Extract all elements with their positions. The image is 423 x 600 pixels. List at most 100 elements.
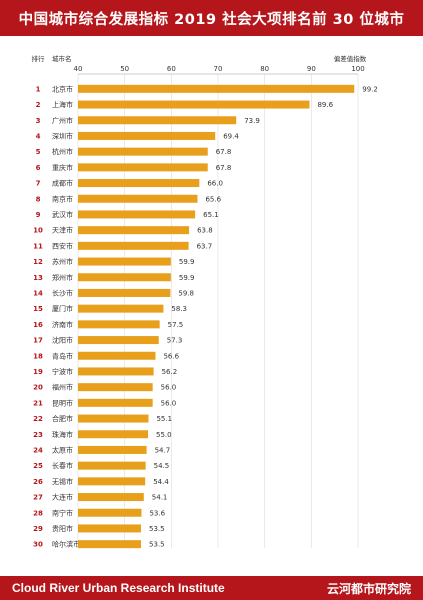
city-label: 杭州市 [52, 147, 73, 156]
x-tick-label: 60 [167, 65, 176, 73]
rank-label: 28 [33, 509, 43, 517]
city-label: 西安市 [52, 241, 73, 250]
rank-header: 排行 [32, 54, 46, 63]
x-tick-label: 100 [351, 65, 364, 73]
city-label: 深圳市 [52, 131, 73, 140]
city-label: 郑州市 [52, 273, 73, 282]
bar [78, 131, 216, 140]
bar [78, 320, 160, 329]
value-label: 65.6 [205, 195, 221, 203]
bar-chart: 40 50 60 70 80 90 100 排行 城市名 偏差值指数 1 北京市 99.2 2 上海市 89.… [32, 54, 378, 549]
value-label: 54.7 [155, 446, 171, 454]
city-label: 南京市 [52, 194, 73, 203]
value-label: 56.2 [162, 368, 178, 376]
value-label: 53.6 [149, 509, 165, 517]
rank-label: 7 [36, 180, 41, 188]
bar [78, 367, 154, 376]
rank-label: 8 [36, 195, 41, 203]
bar [78, 493, 144, 502]
rank-label: 6 [36, 164, 41, 172]
rank-label: 11 [33, 242, 43, 250]
city-label: 青岛市 [52, 351, 73, 360]
chart-title-bar: 中国城市综合发展指标 2019 社会大项排名前 30 位城市 [0, 0, 423, 36]
rank-label: 21 [33, 399, 43, 407]
city-label: 重庆市 [52, 163, 73, 172]
rank-label: 2 [36, 101, 41, 109]
city-label: 武汉市 [52, 210, 73, 219]
value-label: 54.1 [152, 494, 168, 502]
bar [78, 383, 153, 392]
value-label: 56.0 [161, 399, 177, 407]
x-tick-label: 40 [74, 65, 83, 73]
value-label: 73.9 [244, 117, 260, 125]
bar [78, 508, 142, 517]
value-label: 53.5 [149, 541, 165, 549]
bar [78, 84, 355, 93]
city-label: 哈尔滨市 [52, 540, 80, 549]
value-label: 65.1 [203, 211, 219, 219]
value-header: 偏差值指数 [334, 54, 367, 63]
bar [78, 430, 148, 439]
rank-label: 12 [33, 258, 43, 266]
value-label: 57.3 [167, 337, 183, 345]
rank-label: 18 [33, 352, 43, 360]
city-label: 无锡市 [52, 477, 73, 486]
rank-label: 29 [33, 525, 43, 533]
x-tick-label: 50 [120, 65, 129, 73]
bar [78, 194, 198, 203]
city-label: 天津市 [52, 226, 73, 235]
rank-label: 30 [33, 541, 43, 549]
city-label: 北京市 [52, 84, 73, 93]
city-label: 南宁市 [52, 508, 73, 517]
bar [78, 241, 189, 250]
footer-org-english: Cloud River Urban Research Institute [12, 581, 225, 595]
city-label: 宁波市 [52, 367, 73, 376]
city-label: 上海市 [52, 100, 73, 109]
rank-label: 5 [36, 148, 41, 156]
value-label: 55.0 [156, 431, 172, 439]
rank-label: 22 [33, 415, 43, 423]
city-label: 太原市 [52, 445, 73, 454]
value-label: 67.8 [216, 164, 232, 172]
x-tick-label: 90 [307, 65, 316, 73]
bar [78, 477, 146, 486]
x-tick-label: 70 [214, 65, 223, 73]
bar [78, 100, 310, 109]
rank-label: 24 [33, 446, 43, 454]
rank-label: 25 [33, 462, 43, 470]
city-label: 长沙市 [52, 288, 73, 297]
rank-label: 3 [36, 117, 41, 125]
city-label: 苏州市 [52, 257, 73, 266]
rank-label: 26 [33, 478, 43, 486]
city-label: 珠海市 [52, 430, 73, 439]
bar [78, 226, 190, 235]
value-label: 63.8 [197, 227, 213, 235]
city-label: 福州市 [52, 383, 73, 392]
city-label: 济南市 [52, 320, 73, 329]
rank-label: 19 [33, 368, 43, 376]
rank-label: 10 [33, 227, 43, 235]
bar [78, 257, 171, 266]
bar [78, 116, 237, 125]
value-label: 58.3 [171, 305, 187, 313]
value-label: 54.5 [154, 462, 170, 470]
city-label: 贵阳市 [52, 524, 73, 533]
rank-label: 14 [33, 289, 43, 297]
value-label: 66.0 [207, 180, 223, 188]
rank-label: 17 [33, 337, 43, 345]
x-tick-label: 80 [260, 65, 269, 73]
bar [78, 304, 164, 313]
value-label: 69.4 [223, 132, 239, 140]
value-label: 55.1 [156, 415, 172, 423]
bar [78, 273, 171, 282]
value-label: 99.2 [362, 85, 378, 93]
value-label: 54.4 [153, 478, 169, 486]
city-label: 长春市 [52, 461, 73, 470]
rank-label: 23 [33, 431, 43, 439]
footer-bar: Cloud River Urban Research Institute 云河都… [0, 576, 423, 600]
rank-label: 16 [33, 321, 43, 329]
bar [78, 461, 146, 470]
value-label: 56.0 [161, 384, 177, 392]
bar [78, 398, 153, 407]
bar [78, 445, 147, 454]
